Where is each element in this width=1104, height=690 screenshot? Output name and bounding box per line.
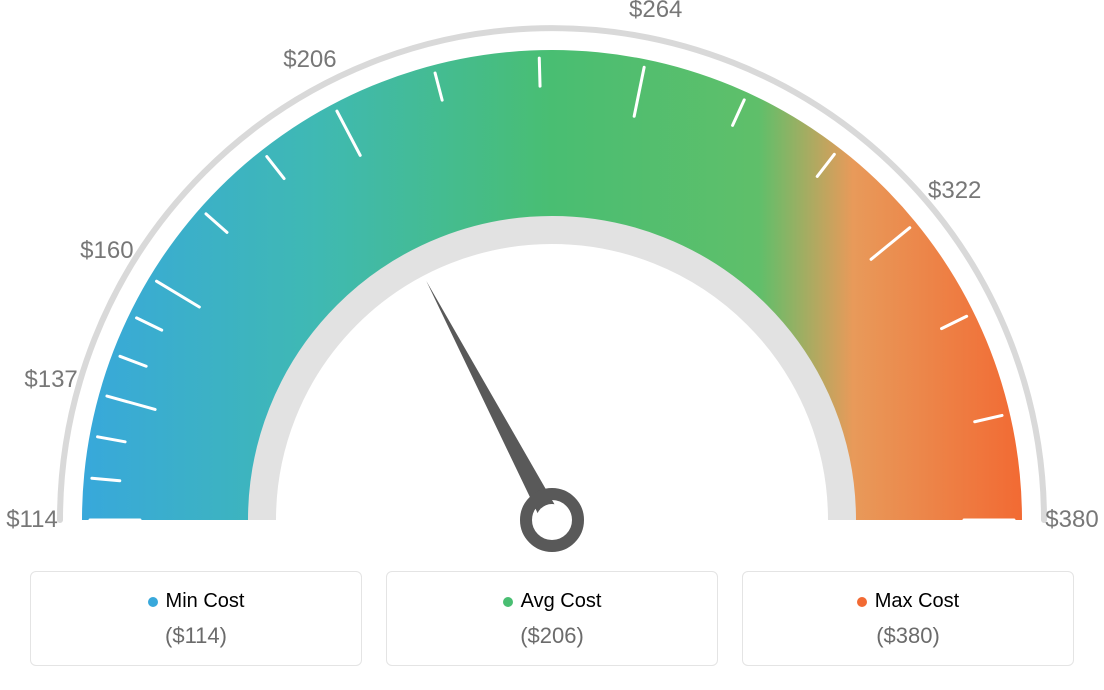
gauge-tick-label: $206	[283, 46, 336, 74]
legend-max-card: Max Cost ($380)	[742, 571, 1074, 666]
gauge-tick-label: $380	[1045, 506, 1098, 534]
gauge-tick-label: $160	[80, 237, 133, 265]
legend-max-label: Max Cost	[875, 590, 959, 613]
legend-max-title: Max Cost	[857, 590, 959, 613]
dot-icon	[148, 597, 158, 607]
legend-avg-card: Avg Cost ($206)	[386, 571, 718, 666]
legend-min-title: Min Cost	[148, 590, 245, 613]
gauge-tick-label: $137	[24, 366, 77, 394]
legend-min-value: ($114)	[41, 623, 351, 649]
cost-gauge: $114 $137 $160 $206 $264 $322 $380	[0, 0, 1104, 560]
legend-row: Min Cost ($114) Avg Cost ($206) Max Cost…	[0, 571, 1104, 666]
gauge-tick-label: $322	[928, 177, 981, 205]
dot-icon	[503, 597, 513, 607]
gauge-tick-label: $264	[629, 0, 682, 24]
legend-min-label: Min Cost	[166, 590, 245, 613]
legend-avg-value: ($206)	[397, 623, 707, 649]
dot-icon	[857, 597, 867, 607]
legend-min-card: Min Cost ($114)	[30, 571, 362, 666]
gauge-tick-label: $114	[6, 506, 58, 534]
legend-avg-label: Avg Cost	[521, 590, 602, 613]
legend-avg-title: Avg Cost	[503, 590, 602, 613]
legend-max-value: ($380)	[753, 623, 1063, 649]
